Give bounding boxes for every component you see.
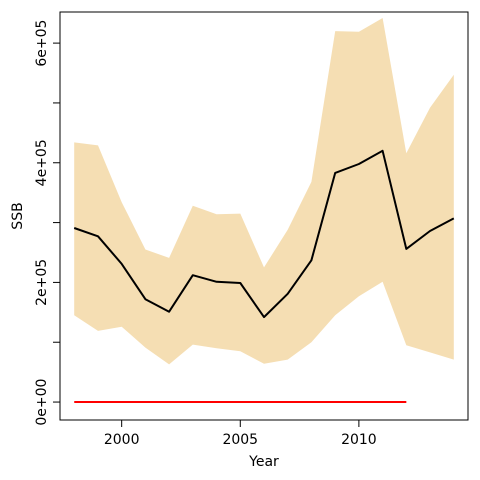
plot-area	[73, 18, 455, 404]
y-tick-label: 4e+05	[34, 139, 50, 186]
y-axis-title: SSB	[10, 202, 26, 229]
x-tick-label: 2000	[104, 432, 140, 448]
x-tick-label: 2005	[222, 432, 258, 448]
y-tick-label: 0e+00	[34, 379, 50, 426]
median-line	[73, 149, 455, 319]
x-tick-label: 2010	[341, 432, 377, 448]
y-tick-label: 2e+05	[34, 259, 50, 306]
x-axis-title: Year	[248, 454, 279, 470]
y-tick-label: 6e+05	[34, 20, 50, 67]
axes: 2000 2005 2010 0e+00 2e+05 4e+05 6e+05	[34, 20, 377, 448]
confidence-band	[74, 18, 454, 365]
